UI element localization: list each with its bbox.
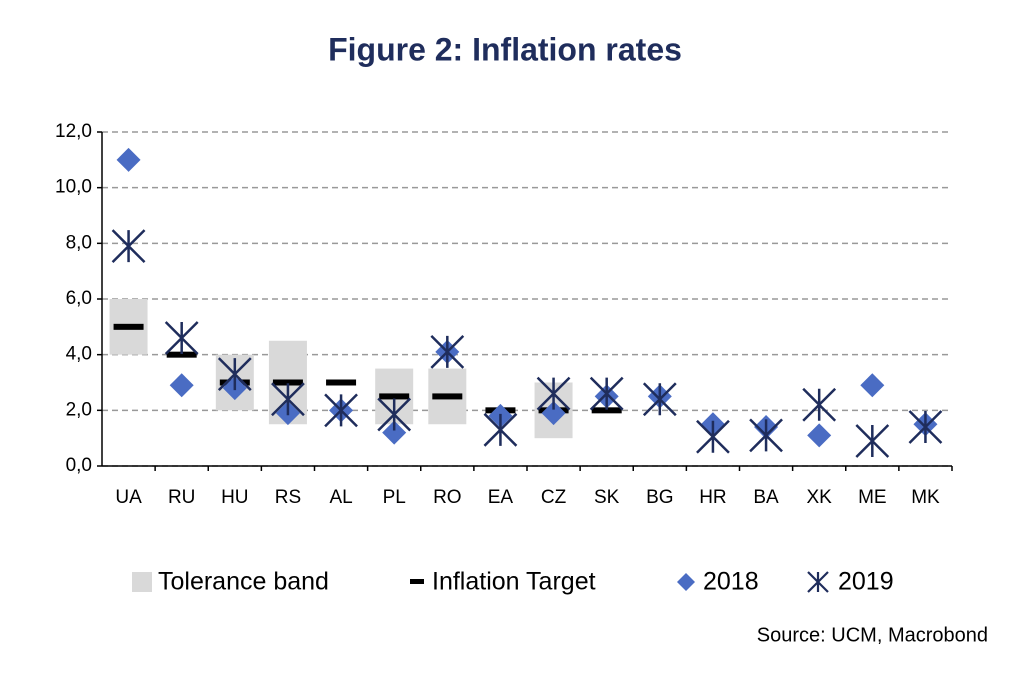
asterisk-marker [908,410,943,444]
diamond-marker [382,420,407,445]
legend-label: 2019 [838,568,894,596]
target-dash [379,393,410,400]
diamond-marker [169,373,194,398]
chart-title: Figure 2: Inflation rates [328,31,682,67]
y-tick-label: 8,0 [66,232,92,253]
x-tick-label: UA [115,487,142,508]
source: Source: UCM, Macrobond [757,624,988,646]
y-tick-label: 12,0 [55,121,92,142]
x-tick-label: RU [168,487,195,508]
x-tick-label: SK [594,487,620,508]
legend-swatch [132,572,152,592]
legend-swatch [807,571,829,593]
asterisk-marker [324,393,358,428]
x-tick-label: AL [329,487,352,508]
x-tick-label: CZ [541,487,567,508]
asterisk-marker [217,357,252,392]
x-tick-label: XK [807,487,833,508]
target-dash [326,379,357,386]
legend-label: 2018 [703,568,759,596]
legend-label: Inflation Target [432,568,596,596]
x-tick-label: HR [699,487,726,508]
asterisk-marker [164,321,199,355]
legend-label: Tolerance band [158,568,329,596]
x-tick-label: PL [383,487,406,508]
target-dash [432,393,463,400]
x-tick-label: ME [858,487,887,508]
x-tick-label: MK [911,487,940,508]
target-dash [166,351,197,358]
asterisk-marker [696,419,730,454]
y-tick-label: 6,0 [66,288,92,309]
asterisk-marker [111,229,146,264]
diamond-marker [807,423,832,448]
asterisk-marker [430,334,465,369]
y-tick-label: 4,0 [66,344,92,365]
target-dash [272,379,303,386]
legend-swatch [410,579,424,584]
target-dash [591,407,622,414]
asterisk-marker [802,387,837,422]
y-tick-label: 10,0 [55,177,92,198]
x-tick-label: RS [275,487,301,508]
target-dash [113,323,144,330]
asterisk-marker [536,376,571,411]
x-tick-label: EA [488,487,514,508]
diamond-marker [541,401,566,426]
asterisk-marker [642,382,677,417]
asterisk-marker [483,412,518,447]
legend-swatch [677,573,695,591]
x-tick-label: HU [221,487,248,508]
x-tick-label: BG [646,487,673,508]
x-tick-label: BA [753,487,779,508]
asterisk-marker [589,376,624,411]
x-tick-label: RO [433,487,462,508]
asterisk-marker [749,418,783,453]
asterisk-marker [855,424,890,458]
y-tick-label: 2,0 [66,399,92,420]
asterisk-marker [271,382,305,417]
diamond-marker [116,147,141,172]
asterisk-marker [377,397,412,432]
diamond-marker [860,373,885,398]
y-tick-label: 0,0 [66,455,92,476]
